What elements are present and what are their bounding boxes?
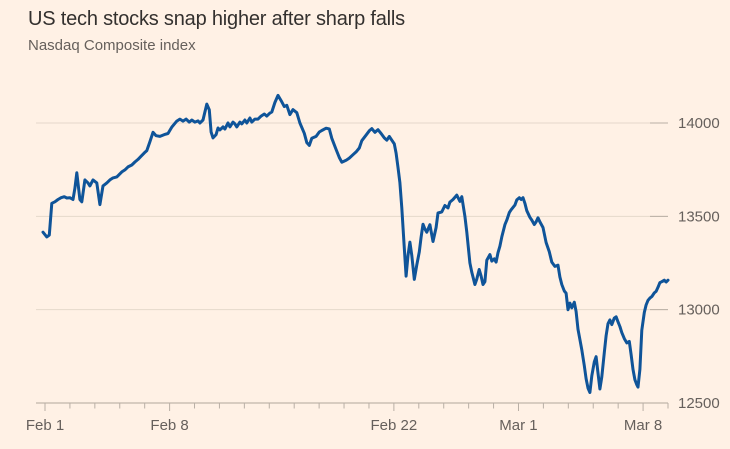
price-line: [41, 93, 670, 394]
chart-title: US tech stocks snap higher after sharp f…: [28, 8, 405, 30]
y-axis-label: 12500: [678, 395, 720, 412]
x-axis-label: Feb 22: [371, 417, 418, 434]
x-axis-label: Mar 8: [624, 417, 662, 434]
x-axis-label: Feb 8: [150, 417, 188, 434]
y-axis-label: 13000: [678, 302, 720, 319]
chart-subtitle: Nasdaq Composite index: [28, 37, 196, 54]
y-axis-label: 14000: [678, 115, 720, 132]
x-axis-label: Feb 1: [26, 417, 64, 434]
y-axis-label: 13500: [678, 208, 720, 225]
x-axis-label: Mar 1: [499, 417, 537, 434]
